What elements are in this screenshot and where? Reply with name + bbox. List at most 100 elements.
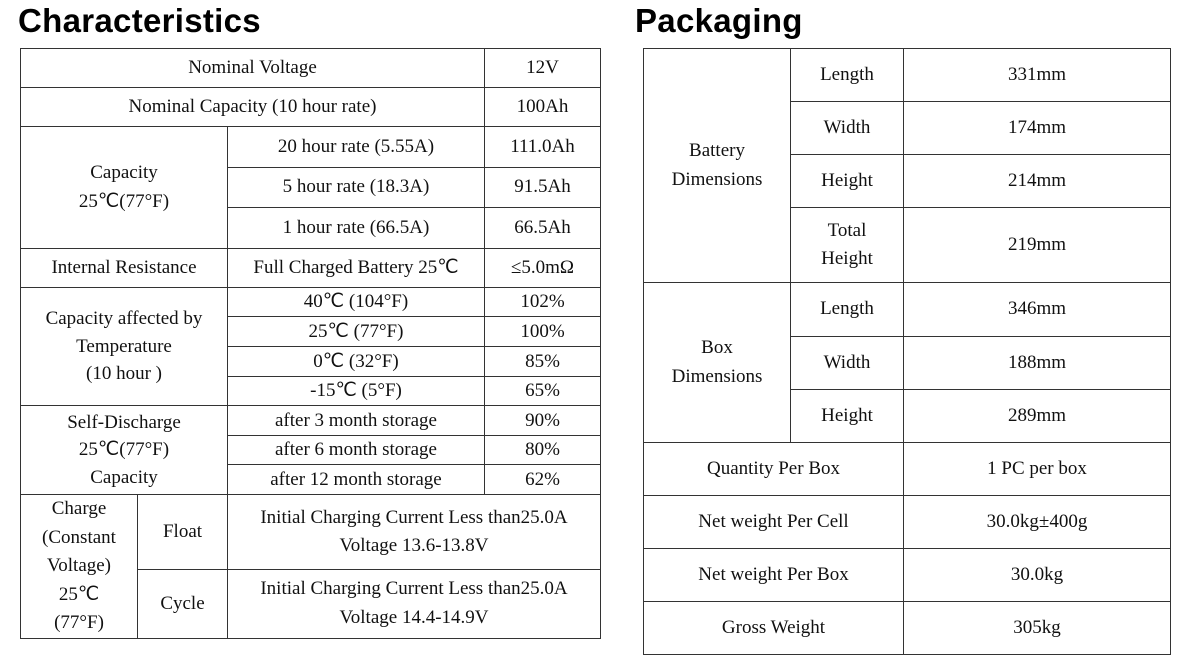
value-cell: 305kg <box>903 601 1171 655</box>
value-cell: ≤5.0mΩ <box>484 248 601 288</box>
dimension-name-cell: Length <box>790 48 904 102</box>
value-cell: 91.5Ah <box>484 167 601 208</box>
section-title: Packaging <box>635 2 803 39</box>
table-row: Internal Resistance Full Charged Battery … <box>20 248 601 288</box>
table-row: Capacity 25℃(77°F) 20 hour rate (5.55A) 111… <box>20 126 601 249</box>
group-label-cell: Capacity affected by Temperature (10 hour … <box>20 287 228 406</box>
table-row: Battery Dimensions Length 331mm <box>643 48 1171 283</box>
text-line: Height <box>821 169 873 191</box>
condition-cell: 25℃ (77°F) <box>227 316 485 347</box>
text-line: Self-Discharge <box>67 411 181 433</box>
text-line: 25℃(77°F) <box>78 190 170 212</box>
table-row: Nominal Voltage 12V <box>20 48 601 88</box>
value-cell: 12V <box>484 48 601 88</box>
condition-cell: 5 hour rate (18.3A) <box>227 167 485 208</box>
text-line: Charge <box>51 498 107 519</box>
label-cell: Internal Resistance <box>20 248 228 288</box>
condition-cell: -15℃ (5°F) <box>227 376 485 406</box>
value-cell: 289mm <box>903 389 1171 443</box>
text-line: Height <box>821 404 873 426</box>
text-line: Capacity <box>90 162 158 183</box>
condition-cell: 20 hour rate (5.55A) <box>227 126 485 168</box>
group-label-cell: Box Dimensions <box>643 282 791 443</box>
text-line: Initial Charging Current Less than25.0A <box>260 506 568 528</box>
text-line: Height <box>821 248 873 269</box>
text-line: Dimensions <box>671 365 763 387</box>
group-label-cell: Charge (Constant Voltage) 25℃ (77°F) <box>20 494 138 639</box>
table-row: Box Dimensions Length 346mm <box>643 282 1171 443</box>
table-row: 0℃ (32°F) 85% <box>21 346 601 377</box>
text-line: Voltage 13.6-13.8V <box>339 535 489 557</box>
condition-cell: after 3 month storage <box>227 405 485 436</box>
group-label-cell: Self-Discharge 25℃(77°F) Capacity <box>20 405 228 495</box>
dimension-name-cell: Width <box>790 336 904 390</box>
value-cell: Initial Charging Current Less than25.0A V… <box>227 569 601 639</box>
table-row: Net weight Per Cell 30.0kg±400g <box>643 495 1171 549</box>
table-row: -15℃ (5°F) 65% <box>21 376 601 406</box>
value-cell: 214mm <box>903 154 1171 208</box>
table-row: 1 hour rate (66.5A) 66.5Ah <box>21 207 601 249</box>
group-label-cell: Capacity 25℃(77°F) <box>20 126 228 249</box>
text-line: Box <box>701 337 733 358</box>
value-cell: 100% <box>484 316 601 347</box>
text-line: (10 hour ) <box>86 363 162 385</box>
text-line: Capacity affected by <box>45 308 203 330</box>
label-cell: Nominal Capacity (10 hour rate) <box>20 87 485 127</box>
table-row: Net weight Per Box 30.0kg <box>643 548 1171 602</box>
value-cell: 62% <box>484 464 601 495</box>
text-line: 25℃ <box>58 583 100 605</box>
value-cell: 111.0Ah <box>484 126 601 168</box>
value-cell: 90% <box>484 405 601 436</box>
value-cell: 346mm <box>903 282 1171 337</box>
text-line: Temperature <box>76 335 172 357</box>
text-line: (Constant <box>42 526 116 548</box>
label-cell: Nominal Voltage <box>20 48 485 88</box>
value-cell: Initial Charging Current Less than25.0A V… <box>227 493 601 571</box>
condition-cell: after 6 month storage <box>227 435 485 465</box>
value-cell: 80% <box>484 435 601 465</box>
table-row: Height 289mm <box>644 389 1171 443</box>
table-row: after 6 month storage 80% <box>21 435 601 465</box>
table-row: 5 hour rate (18.3A) 91.5Ah <box>21 167 601 208</box>
text-line: Voltage 14.4-14.9V <box>339 606 489 628</box>
text-line: Width <box>823 116 871 138</box>
label-cell: Net weight Per Box <box>643 548 904 602</box>
text-line: Width <box>823 351 871 373</box>
text-line: Initial Charging Current Less than25.0A <box>260 578 568 600</box>
value-cell: 1 PC per box <box>903 442 1171 496</box>
table-row: Gross Weight 305kg <box>643 601 1171 655</box>
label-cell: Gross Weight <box>643 601 904 655</box>
text-line: 25℃(77°F) <box>78 439 170 461</box>
value-cell: 100Ah <box>484 87 601 127</box>
packaging-table: Battery Dimensions Length 331mm Width 174mm He… <box>643 48 1171 655</box>
value-cell: 188mm <box>903 336 1171 390</box>
table-row: Quantity Per Box 1 PC per box <box>643 442 1171 496</box>
condition-cell: 0℃ (32°F) <box>227 346 485 377</box>
table-row: Self-Discharge 25℃(77°F) Capacity after 3 m… <box>20 405 601 495</box>
value-cell: 85% <box>484 346 601 377</box>
condition-cell: 1 hour rate (66.5A) <box>227 207 485 249</box>
text-line: Length <box>820 63 874 85</box>
dimension-name-cell: Total Height <box>790 207 904 283</box>
text-line: (77°F) <box>54 612 104 633</box>
condition-cell: 40℃ (104°F) <box>227 287 485 317</box>
dimension-name-cell: Height <box>790 154 904 208</box>
value-cell: 331mm <box>903 48 1171 102</box>
text-line: Voltage) <box>46 555 112 576</box>
text-line: Battery <box>689 140 745 161</box>
table-row: Total Height 219mm <box>644 207 1171 283</box>
value-cell: 102% <box>484 287 601 317</box>
value-cell: 66.5Ah <box>484 207 601 249</box>
table-row: 25℃ (77°F) 100% <box>21 316 601 347</box>
table-row: Charge (Constant Voltage) 25℃ (77°F) Float Ini… <box>20 493 601 639</box>
table-row: Capacity affected by Temperature (10 hour … <box>20 287 601 406</box>
value-cell: 174mm <box>903 101 1171 155</box>
dimension-name-cell: Height <box>790 389 904 443</box>
table-row: after 12 month storage 62% <box>21 464 601 495</box>
table-row: Height 214mm <box>644 154 1171 208</box>
value-cell: 65% <box>484 376 601 406</box>
characteristics-table: Nominal Voltage 12V Nominal Capacity (10 h… <box>20 48 601 639</box>
table-row: Cycle Initial Charging Current Less than2… <box>21 569 601 639</box>
text-line: Total <box>827 219 867 241</box>
